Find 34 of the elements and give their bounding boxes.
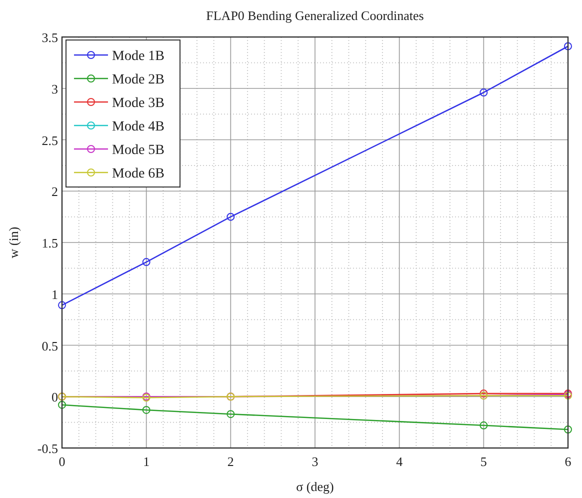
point xyxy=(480,421,488,430)
y-tick-label: 0 xyxy=(52,390,58,405)
legend-label: Mode 5B xyxy=(112,143,164,158)
point xyxy=(142,258,150,266)
point xyxy=(226,410,235,418)
point xyxy=(564,42,572,50)
legend-label: Mode 3B xyxy=(112,96,164,111)
legend-label: Mode 6B xyxy=(112,166,164,182)
point xyxy=(564,426,572,434)
x-tick-label: 1 xyxy=(143,454,150,469)
x-tick-label: 6 xyxy=(564,454,572,469)
y-tick-label: 3.5 xyxy=(42,30,58,45)
point xyxy=(226,212,235,221)
chart-title: FLAP0 Bending Generalized Coordinates xyxy=(206,8,424,23)
x-axis-title: σ (deg) xyxy=(296,479,334,494)
y-tick-label: -0.5 xyxy=(37,441,58,456)
x-tick-label: 3 xyxy=(312,454,318,469)
y-tick-label: 1 xyxy=(52,286,58,302)
y-tick-label: 0.5 xyxy=(42,338,58,354)
legend-label: Mode 1B xyxy=(112,49,164,64)
point xyxy=(58,400,66,409)
point xyxy=(142,406,150,414)
y-axis-title: w (in) xyxy=(6,226,21,258)
y-tick-label: 2 xyxy=(52,184,58,200)
point xyxy=(480,88,488,96)
x-tick-label: 2 xyxy=(227,454,234,469)
x-tick-label: 5 xyxy=(480,454,487,469)
y-tick-label: 1.5 xyxy=(42,236,58,250)
y-tick-label: 2.5 xyxy=(42,132,58,148)
point xyxy=(58,301,66,310)
legend-label: Mode 4B xyxy=(112,120,164,134)
x-tick-label: 4 xyxy=(396,454,404,469)
y-tick-label: 3 xyxy=(52,81,58,96)
legend-label: Mode 2B xyxy=(112,72,164,88)
